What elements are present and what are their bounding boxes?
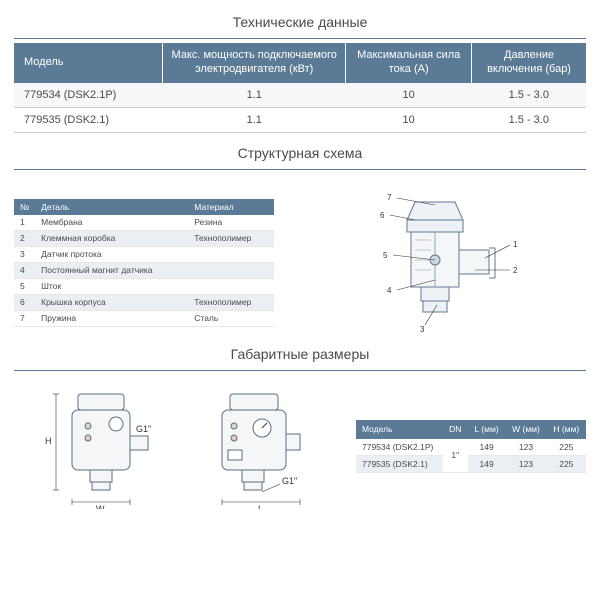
callout-6: 6 (380, 211, 385, 220)
callout-2: 2 (513, 266, 518, 275)
table-row: 779535 (DSK2.1) 1.1 10 1.5 - 3.0 (14, 107, 586, 132)
divider (14, 169, 586, 170)
callout-4: 4 (387, 286, 392, 295)
col-current: Максимальная сила тока (А) (346, 43, 472, 83)
section2-title: Структурная схема (14, 145, 586, 161)
section1-title: Технические данные (14, 14, 586, 30)
structure-diagram: 1 2 3 4 5 6 7 (284, 190, 586, 335)
technical-data-table: Модель Макс. мощность подключаемого элек… (14, 43, 586, 133)
divider (14, 370, 586, 371)
col-model: Модель (14, 43, 163, 83)
col-pressure: Давление включения (бар) (472, 43, 586, 83)
dim-g1a-label: G1" (136, 424, 151, 434)
callout-3: 3 (420, 325, 425, 334)
structure-parts-table: № Деталь Материал 1МембранаРезина 2Клемм… (14, 199, 274, 327)
dim-l-label: L (258, 504, 263, 509)
dimension-drawings: H W G1" (14, 384, 346, 509)
dim-w-label: W (96, 504, 105, 509)
section3-title: Габаритные размеры (14, 346, 586, 362)
table-row: 779534 (DSK2.1P) 1.1 10 1.5 - 3.0 (14, 83, 586, 108)
callout-1: 1 (513, 240, 518, 249)
callout-5: 5 (383, 251, 388, 260)
dim-g1b-label: G1" (282, 476, 297, 486)
divider (14, 38, 586, 39)
callout-7: 7 (387, 193, 392, 202)
dimensions-table: Модель DN L (мм) W (мм) H (мм) 779534 (D… (356, 420, 586, 472)
dim-h-label: H (45, 436, 52, 446)
col-power: Макс. мощность подключаемого электродвиг… (163, 43, 346, 83)
